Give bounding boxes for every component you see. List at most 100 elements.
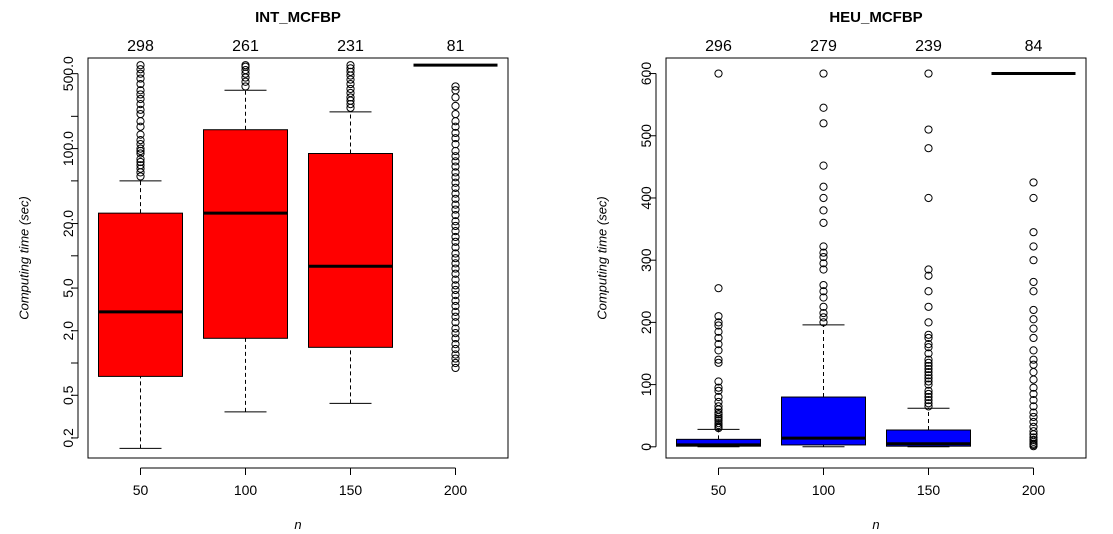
outlier-point [451,281,460,290]
outlier-point [1029,408,1038,417]
outlier-point [451,363,460,373]
outlier-point [714,377,723,386]
x-tick-label: 150 [917,482,941,498]
outlier-point [924,330,933,339]
y-axis-label: Computing time (sec) [595,196,610,320]
outlier-point [451,307,460,316]
count-label: 298 [127,38,154,55]
outlier-point [346,67,355,76]
x-tick-label: 100 [812,482,836,498]
outlier-point [451,178,460,187]
outlier-point [451,157,460,166]
outlier-point [451,329,460,338]
outlier-point [136,61,145,70]
outlier-point [819,280,828,290]
outlier-point [714,402,723,411]
outlier-point [714,408,723,417]
outlier-point [819,308,828,318]
outlier-point [136,130,145,139]
outlier-point [819,119,828,128]
outlier-point [1029,402,1038,411]
outlier-point [714,69,723,78]
outlier-point [451,122,460,131]
y-tick-label: 200 [638,310,654,334]
y-tick-label: 0.5 [60,385,76,405]
outlier-point [924,377,933,386]
outlier-point [1029,277,1038,287]
outlier-point [451,140,460,149]
outlier-point [451,117,460,126]
outlier-point [819,293,828,302]
x-tick-label: 150 [339,482,363,498]
outlier-point [451,205,460,214]
box-50 [676,69,761,448]
outlier-point [136,172,145,181]
outlier-point [136,136,145,145]
outlier-point [451,259,460,268]
outlier-point [924,69,933,78]
outlier-point [136,122,145,131]
outlier-point [1029,417,1038,427]
y-tick-label: 400 [638,186,654,210]
outlier-point [714,340,723,349]
outlier-point [819,265,828,274]
outlier-point [924,402,933,411]
outlier-point [451,344,460,354]
outlier-point [136,94,145,104]
outlier-point [451,249,460,258]
chart-panel-2: HEU_MCFBP 0 100 200 300 400 500 600 Computing ti… [595,9,1087,532]
outlier-point [136,157,145,167]
outlier-point [714,346,723,355]
outlier-point [924,355,933,364]
outlier-point [1029,433,1038,442]
outlier-point [819,313,828,322]
outlier-point [1029,256,1038,265]
y-tick-label: 500.0 [60,56,76,91]
outlier-point [1029,178,1038,187]
outlier-point [451,290,460,300]
outlier-point [714,358,723,367]
x-tick-label: 50 [133,482,149,498]
outlier-point [924,271,933,280]
outlier-point [924,318,933,327]
y-tick-label: 300 [638,248,654,272]
outlier-point [1029,396,1038,405]
outlier-point [451,173,460,182]
outlier-point [924,396,933,405]
outlier-point [924,333,933,343]
outlier-point [451,237,460,246]
outlier-point [819,218,828,227]
outlier-point [1029,427,1038,436]
outlier-point [1029,324,1038,333]
outlier-point [1029,383,1038,392]
outlier-point [924,364,933,374]
outlier-point [819,206,828,215]
y-tick-label: 5.0 [60,278,76,298]
outlier-point [819,287,828,296]
outlier-point [924,302,933,311]
outlier-point [136,105,145,114]
outlier-point [1029,412,1038,422]
count-label: 296 [705,38,732,55]
outlier-point [924,125,933,134]
box-200 [413,63,498,373]
outlier-point [924,371,933,380]
outlier-point [714,327,723,336]
count-label: 261 [232,38,259,55]
outlier-point [924,349,933,358]
outlier-point [136,100,145,109]
iqr-box [886,429,971,447]
outlier-point [346,93,355,102]
outlier-point [346,64,355,73]
outlier-point [451,340,460,349]
y-tick-label: 100 [638,373,654,397]
outlier-point [451,128,460,138]
outlier-point [819,182,828,191]
outlier-point [136,69,145,78]
outlier-point [136,140,145,149]
outlier-point [1029,242,1038,251]
y-tick-label: 2.0 [60,321,76,341]
outlier-point [819,161,828,170]
box-150 [886,69,971,448]
outlier-point [451,217,460,226]
